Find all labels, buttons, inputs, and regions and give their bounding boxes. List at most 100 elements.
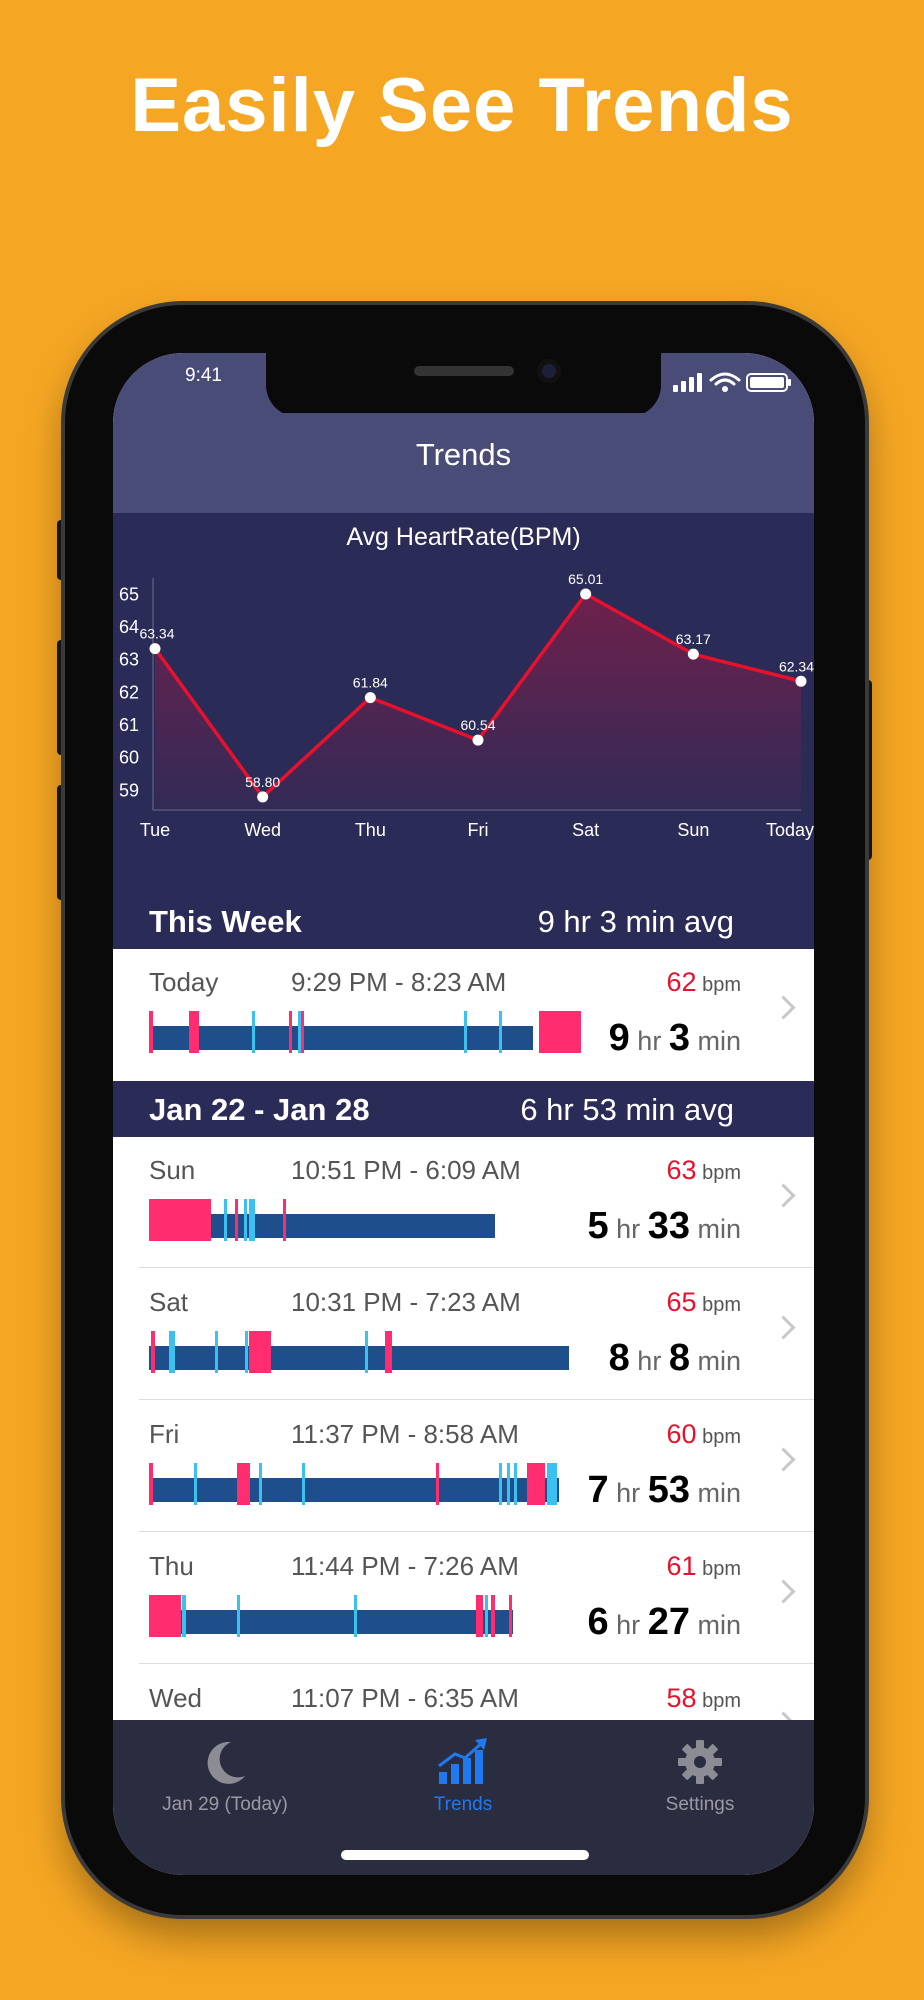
row-duration: 7 hr 53 min — [587, 1469, 742, 1511]
row-duration: 6 hr 27 min — [587, 1601, 742, 1643]
tab-trends[interactable]: Trends — [363, 1738, 563, 1816]
moon-icon — [207, 1741, 245, 1784]
data-label: 58.80 — [245, 774, 280, 790]
status-icons — [673, 372, 791, 392]
data-point — [149, 643, 161, 655]
y-tick-label: 60 — [119, 748, 139, 768]
row-duration: 9 hr 3 min — [608, 1017, 741, 1059]
row-time-range: 11:37 PM - 8:58 AM — [291, 1419, 519, 1449]
home-indicator — [341, 1850, 589, 1860]
sleep-timeline-bar — [149, 1199, 495, 1241]
data-point — [687, 648, 699, 660]
sleep-timeline-bar — [149, 1011, 581, 1053]
data-point — [472, 734, 484, 746]
headline: Easily See Trends — [130, 63, 794, 148]
tab-settings[interactable]: Settings — [600, 1738, 800, 1816]
row-bpm: 61 bpm — [666, 1551, 741, 1581]
sleep-timeline-bar — [149, 1463, 559, 1505]
x-tick-label: Fri — [468, 820, 489, 840]
heart-rate-chart: Avg HeartRate(BPM) 65 64 63 62 61 60 59 63.34 58… — [113, 513, 814, 948]
row-day: Sun — [149, 1155, 196, 1185]
chevron-right-icon — [771, 1579, 796, 1604]
this-week-label: This Week — [149, 904, 302, 939]
x-tick-label: Tue — [140, 820, 170, 840]
x-tick-label: Wed — [244, 820, 281, 840]
chevron-right-icon — [771, 995, 796, 1020]
tab-label: Jan 29 (Today) — [162, 1794, 288, 1815]
chevron-right-icon — [771, 1447, 796, 1472]
y-tick-label: 59 — [119, 780, 139, 800]
row-time-range: 10:31 PM - 7:23 AM — [291, 1287, 521, 1317]
today-row[interactable]: Today 9:29 PM - 8:23 AM 62 bpm 9 hr 3 mi… — [113, 949, 814, 1080]
trends-chart-icon — [438, 1738, 487, 1784]
data-label: 63.17 — [676, 631, 711, 647]
nav-title: Trends — [415, 437, 512, 472]
row-divider — [139, 1531, 814, 1532]
mute-switch — [57, 520, 67, 580]
row-bpm: 60 bpm — [666, 1419, 741, 1449]
series-area — [155, 594, 801, 810]
tab-bar: Jan 29 (Today) Trends — [113, 1720, 814, 1875]
data-label: 60.54 — [460, 717, 495, 733]
week-header: Jan 22 - Jan 28 6 hr 53 min avg — [113, 1081, 814, 1137]
volume-down-button — [57, 785, 67, 900]
y-tick-label: 61 — [119, 715, 139, 735]
front-camera — [537, 359, 561, 383]
row-day: Sat — [149, 1287, 189, 1317]
x-tick-label: Thu — [355, 820, 386, 840]
row-bpm: 63 bpm — [666, 1155, 741, 1185]
sleep-timeline-bar — [149, 1595, 513, 1637]
row-time-range: 9:29 PM - 8:23 AM — [291, 967, 507, 997]
week-avg: 6 hr 53 min avg — [520, 1092, 734, 1127]
sleep-row[interactable]: Sat 10:31 PM - 7:23 AM 65 bpm 8 hr 8 min — [113, 1269, 814, 1400]
row-time-range: 11:07 PM - 6:35 AM — [291, 1683, 519, 1713]
notch — [266, 353, 661, 417]
row-time-range: 10:51 PM - 6:09 AM — [291, 1155, 521, 1185]
row-divider — [139, 1399, 814, 1400]
row-duration: 8 hr 8 min — [608, 1337, 741, 1379]
y-tick-label: 64 — [119, 617, 139, 637]
sleep-row[interactable]: Fri 11:37 PM - 8:58 AM 60 bpm 7 hr 53 mi… — [113, 1401, 814, 1532]
this-week-header: This Week 9 hr 3 min avg — [113, 893, 814, 949]
y-tick-label: 65 — [119, 584, 139, 604]
x-tick-label: Sun — [677, 820, 709, 840]
data-point — [580, 588, 592, 600]
tab-label: Settings — [665, 1794, 735, 1815]
data-label: 63.34 — [139, 626, 174, 642]
row-duration: 5 hr 33 min — [587, 1205, 742, 1247]
y-tick-label: 62 — [119, 682, 139, 702]
row-divider — [139, 1267, 814, 1268]
phone-screen: 9:41 Trends Avg HeartRate(BPM) — [113, 353, 814, 1875]
x-tick-label: Sat — [572, 820, 599, 840]
speaker — [414, 366, 514, 376]
power-button — [862, 680, 872, 860]
row-divider — [139, 1663, 814, 1664]
x-tick-label: Today — [766, 820, 814, 840]
chevron-right-icon — [771, 1183, 796, 1208]
row-time-range: 11:44 PM - 7:26 AM — [291, 1551, 519, 1581]
row-day: Thu — [149, 1551, 194, 1581]
sleep-timeline-bar — [149, 1331, 569, 1373]
data-point — [795, 675, 807, 687]
chevron-right-icon — [771, 1315, 796, 1340]
chart-title: Avg HeartRate(BPM) — [346, 523, 581, 551]
data-label: 62.34 — [779, 658, 814, 674]
week-label: Jan 22 - Jan 28 — [149, 1092, 370, 1127]
sleep-row[interactable]: Sun 10:51 PM - 6:09 AM 63 bpm 5 hr 33 mi… — [113, 1137, 814, 1268]
row-day: Today — [149, 967, 219, 997]
row-bpm: 65 bpm — [666, 1287, 741, 1317]
data-point — [257, 791, 269, 803]
gear-icon — [678, 1740, 722, 1784]
data-point — [364, 692, 376, 704]
volume-up-button — [57, 640, 67, 755]
row-bpm: 58 bpm — [666, 1683, 741, 1713]
tab-today[interactable]: Jan 29 (Today) — [125, 1738, 325, 1816]
y-tick-label: 63 — [119, 650, 139, 670]
row-day: Fri — [149, 1419, 180, 1449]
this-week-avg: 9 hr 3 min avg — [537, 904, 734, 939]
nav-bar: Trends — [113, 413, 814, 513]
data-label: 65.01 — [568, 571, 603, 587]
tab-label: Trends — [433, 1794, 493, 1815]
sleep-row[interactable]: Thu 11:44 PM - 7:26 AM 61 bpm 6 hr 27 mi… — [113, 1533, 814, 1664]
row-day: Wed — [149, 1683, 202, 1713]
